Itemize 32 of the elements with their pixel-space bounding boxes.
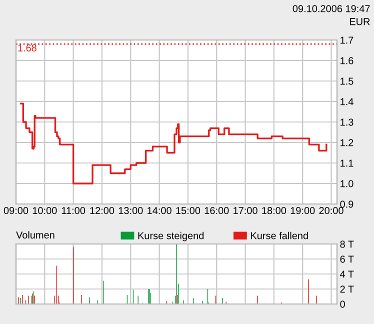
y-tick-label: 1.1 [340,160,354,167]
y-tick-label: 1.3 [340,118,354,126]
y-tick-label: 1.0 [340,180,354,188]
chart-title: 09.10.2006 19:47 [292,5,370,12]
x-tick-label: 19:00 [290,207,315,214]
y-tick-label: 0.9 [340,200,354,208]
y-tick-label: 4 T [340,270,354,278]
y-tick-label: 0 [340,300,345,308]
x-tick-label: 17:00 [234,207,258,214]
y-tick-label: 1.4 [340,98,354,106]
legend-label: Kurse steigend [138,232,204,242]
x-tick-label: 13:00 [118,207,143,214]
y-tick-label: 1.7 [340,36,354,44]
y-tick-label: 6 T [340,256,354,263]
y-tick-label: 1.5 [340,78,354,85]
x-tick-label: 18:00 [262,207,286,214]
x-tick-label: 20:00 [319,207,344,214]
y-tick-label: 1.6 [340,57,354,64]
x-tick-label: 15:00 [176,207,200,214]
x-tick-label: 16:00 [204,207,229,214]
x-tick-label: 09:00 [4,207,28,214]
legend-label: Kurse fallend [251,232,308,240]
y-axis-title: EUR [350,18,370,26]
y-tick-label: 2 T [340,286,354,293]
chart-title: Volumen [16,231,54,239]
x-tick-label: 12:00 [90,207,114,214]
y-tick-label: 1.2 [340,139,354,146]
x-tick-label: 10:00 [32,207,57,214]
x-tick-label: 11:00 [62,207,86,214]
x-tick-label: 14:00 [148,207,172,214]
y-tick-label: 8 T [340,240,354,248]
ref-line-label: 1.68 [18,44,36,52]
